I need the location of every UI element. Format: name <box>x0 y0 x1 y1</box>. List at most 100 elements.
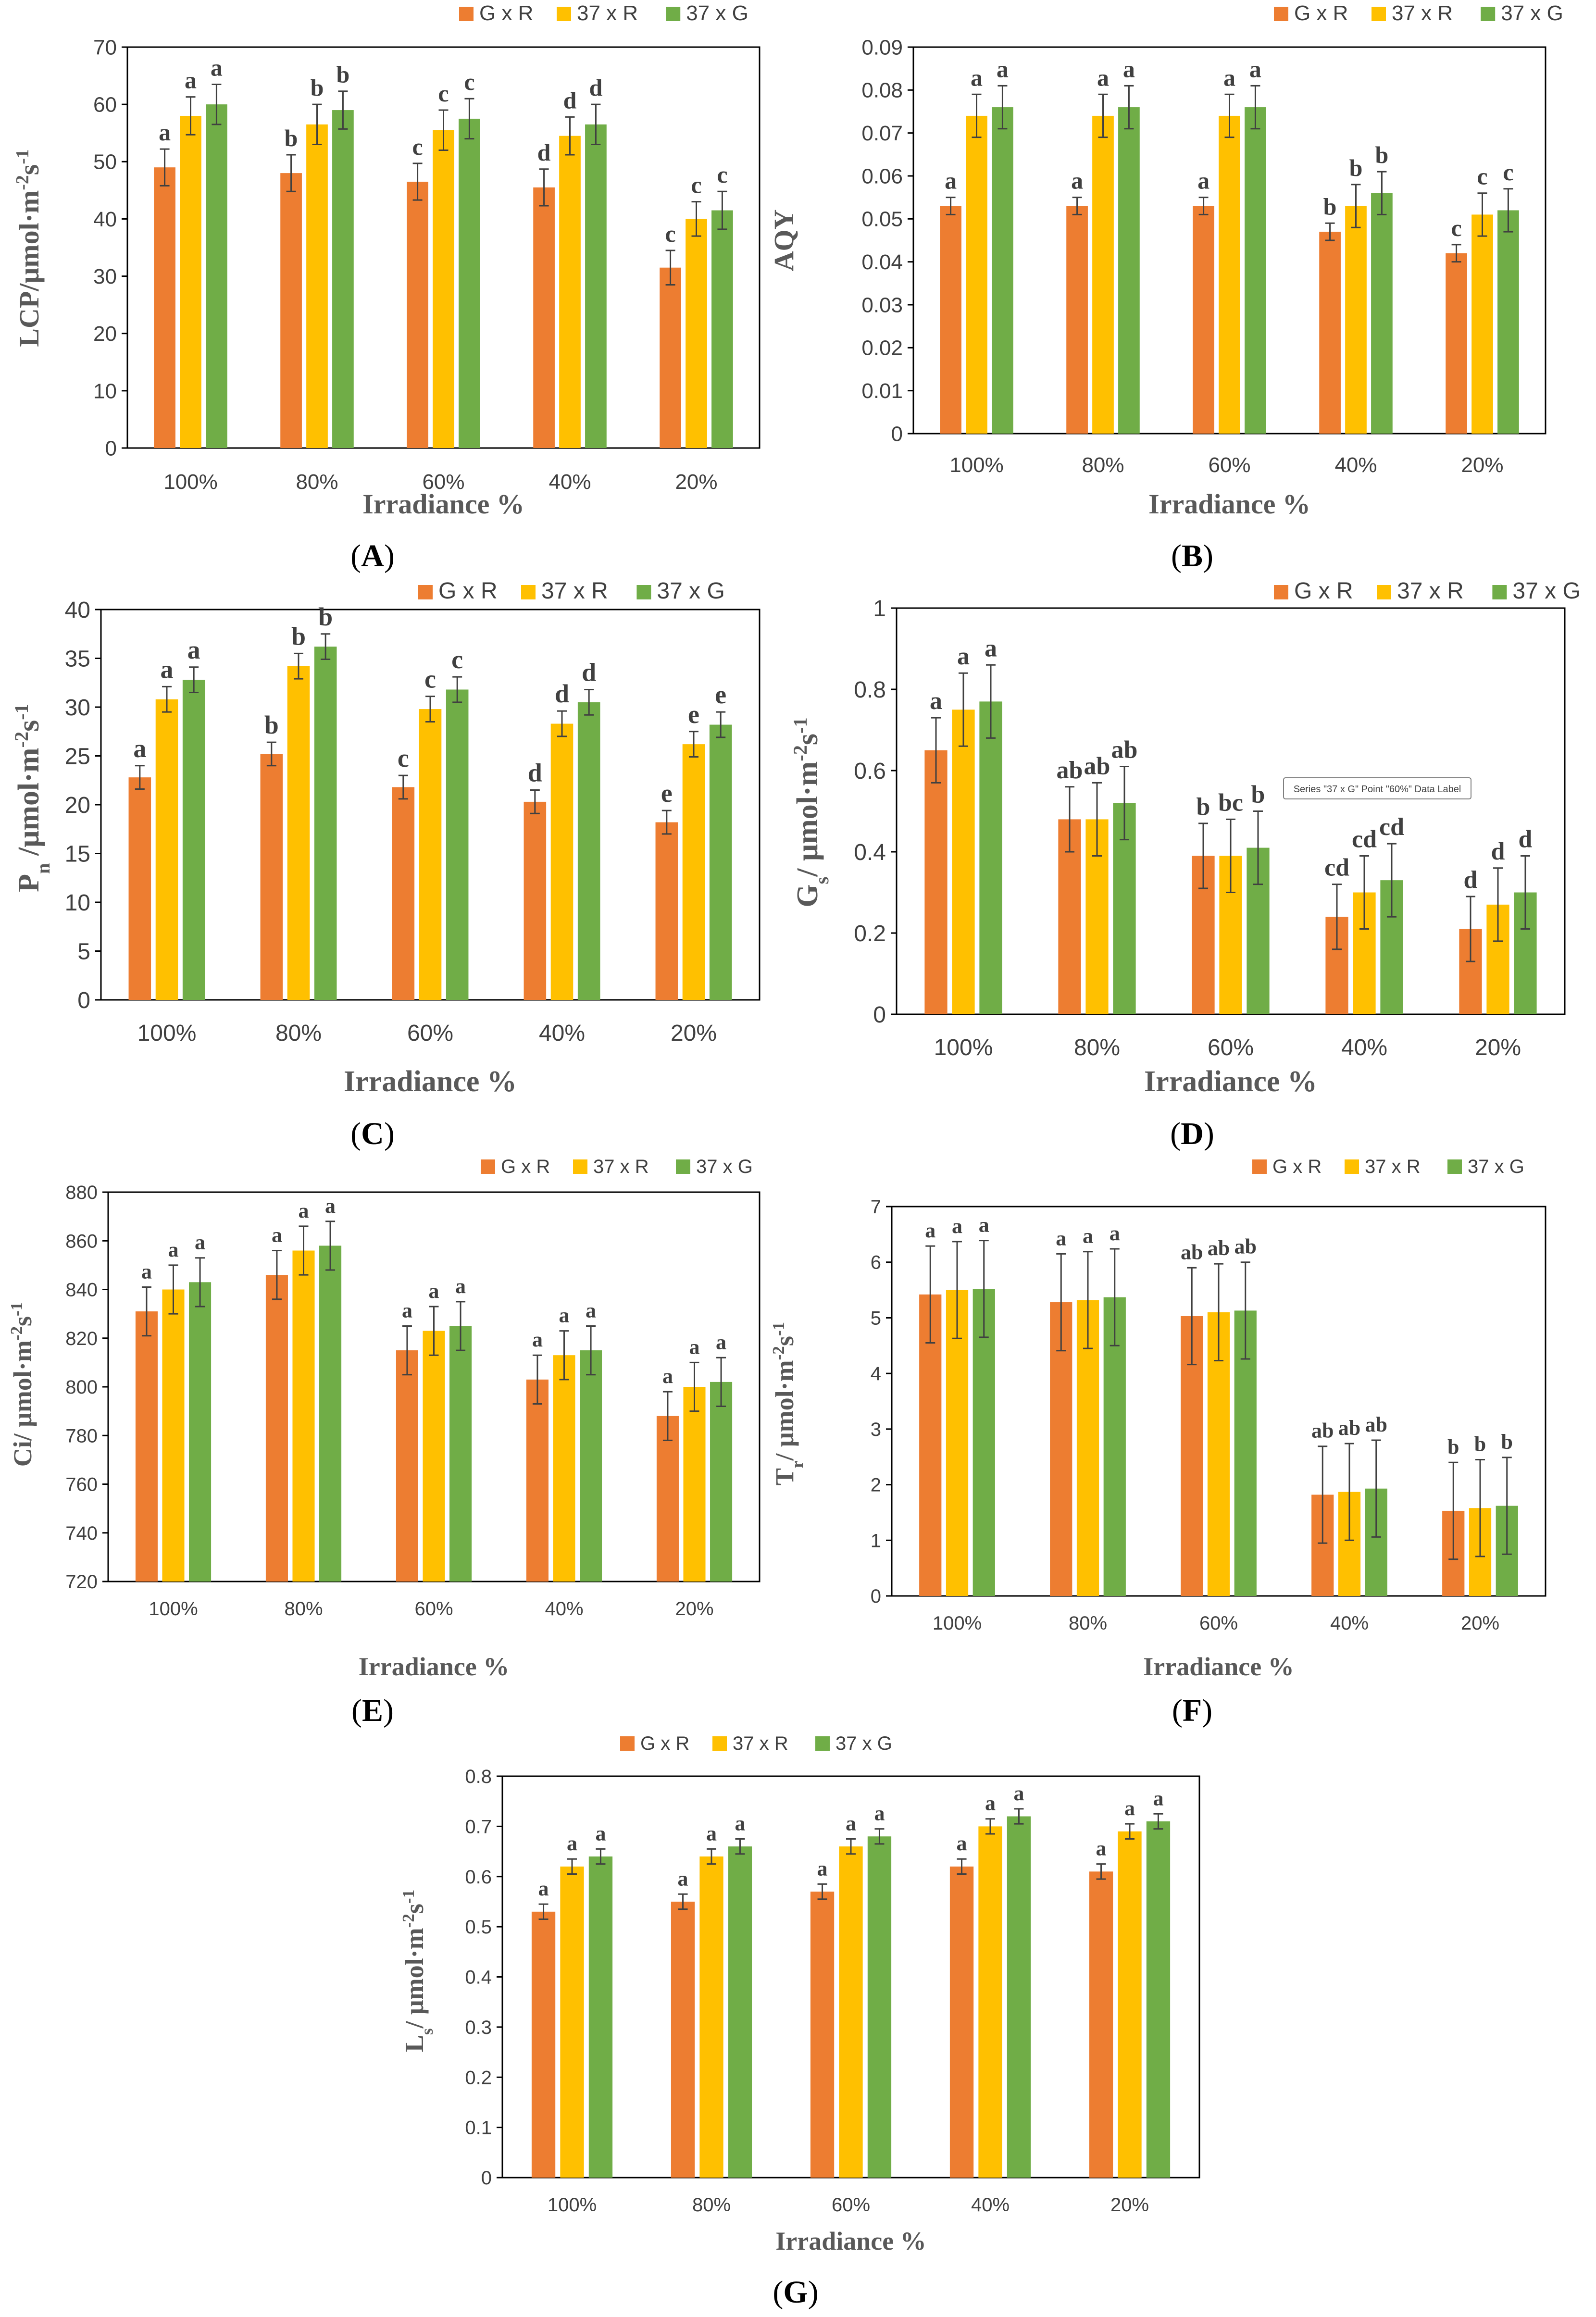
y-axis-title: Ls/ μmol·m-2s-1 <box>399 1890 436 2052</box>
y-axis-title-part: P <box>12 874 45 892</box>
y-tick-label: 720 <box>65 1571 98 1593</box>
significance-letter: a <box>1083 1224 1093 1248</box>
y-tick-label: 0.4 <box>854 840 886 865</box>
legend-label: 37 x R <box>593 1156 649 1177</box>
x-tick-label: 100% <box>933 1613 982 1634</box>
panel-paren: ) <box>1203 538 1213 573</box>
y-tick-label: 820 <box>65 1328 98 1349</box>
significance-letter: cd <box>1352 825 1377 853</box>
significance-letter: b <box>1447 1435 1459 1458</box>
x-tick-label: 20% <box>675 470 717 494</box>
significance-letter: a <box>161 655 174 684</box>
bar <box>407 181 428 448</box>
bar <box>162 1289 185 1582</box>
bar <box>533 187 555 448</box>
bar <box>182 680 205 1000</box>
x-tick-label: 80% <box>284 1598 323 1619</box>
significance-letter: a <box>979 1213 989 1237</box>
y-tick-label: 7 <box>871 1196 881 1218</box>
y-tick-label: 0.09 <box>861 36 903 59</box>
legend-label: 37 x G <box>835 1733 892 1754</box>
legend-label: 37 x G <box>696 1156 753 1177</box>
y-tick-label: 0.07 <box>861 122 903 145</box>
bar <box>577 702 600 1000</box>
significance-letter: c <box>691 172 701 199</box>
significance-letter: a <box>1123 55 1135 82</box>
significance-letter: a <box>586 1298 596 1322</box>
significance-letter: a <box>272 1223 282 1247</box>
bar <box>396 1350 418 1582</box>
x-tick-label: 20% <box>1461 453 1503 477</box>
y-tick-label: 35 <box>65 646 90 672</box>
legend-swatch <box>481 1159 495 1174</box>
legend-swatch <box>1481 7 1496 21</box>
bar <box>280 173 302 448</box>
significance-letter: a <box>559 1304 570 1327</box>
y-axis-title: Tr/ μmol·m-2s-1 <box>769 1322 807 1485</box>
bar <box>419 709 442 1000</box>
x-tick-label: 60% <box>407 1021 453 1046</box>
panel-caption: (A) <box>350 538 395 573</box>
x-tick-label: 100% <box>163 470 218 494</box>
y-axis-title-part: -1 <box>789 717 811 734</box>
significance-letter: c <box>1477 163 1487 190</box>
x-tick-label: 80% <box>1074 1035 1120 1060</box>
y-tick-label: 0.6 <box>854 759 886 784</box>
legend-swatch <box>521 585 536 599</box>
y-tick-label: 0.02 <box>861 336 903 360</box>
bar <box>966 115 987 434</box>
significance-letter: a <box>1071 167 1083 194</box>
bar <box>1446 253 1467 434</box>
y-tick-label: 5 <box>77 939 90 964</box>
significance-letter: c <box>1451 214 1461 241</box>
bar <box>839 1846 863 2178</box>
y-tick-label: 0.7 <box>465 1816 492 1837</box>
bar <box>423 1331 445 1582</box>
significance-letter: a <box>689 1335 700 1358</box>
legend-swatch <box>573 1159 587 1174</box>
panel-caption: (B) <box>1171 538 1213 573</box>
legend-label: 37 x G <box>1501 1 1563 25</box>
bar <box>671 1901 695 2178</box>
bar <box>531 1911 556 2178</box>
bar <box>287 666 310 1000</box>
legend-label: 37 x R <box>1392 1 1453 25</box>
significance-letter: c <box>424 665 436 694</box>
bar <box>919 1294 942 1596</box>
x-tick-label: 100% <box>548 2194 597 2216</box>
bar <box>449 1326 472 1582</box>
significance-letter: a <box>187 635 200 664</box>
bar <box>265 1275 288 1582</box>
x-axis-title: Irradiance % <box>362 488 524 520</box>
bar <box>306 124 328 448</box>
significance-letter: a <box>1153 1786 1163 1810</box>
legend-label: G x R <box>1294 578 1353 604</box>
significance-letter: d <box>528 759 542 787</box>
significance-letter: a <box>678 1867 688 1890</box>
significance-letter: a <box>141 1259 152 1283</box>
y-tick-label: 760 <box>65 1474 98 1495</box>
y-axis-title-part: s <box>400 1904 429 1914</box>
significance-letter: a <box>538 1877 549 1900</box>
y-axis-title-part: s <box>13 164 45 175</box>
significance-letter: a <box>402 1298 412 1322</box>
significance-letter: d <box>1464 866 1478 894</box>
bar <box>588 1856 613 2178</box>
y-axis-title-part: -2 <box>789 745 811 761</box>
y-tick-label: 860 <box>65 1231 98 1252</box>
y-tick-label: 0 <box>891 422 903 446</box>
bar <box>585 124 607 448</box>
bar <box>524 801 547 1000</box>
y-axis-title: Gs/ μmol·m-2s-1 <box>789 717 833 907</box>
y-axis-title-part: -2 <box>399 1914 418 1928</box>
bar <box>656 1416 679 1582</box>
legend-swatch <box>676 1159 690 1174</box>
bar <box>1219 115 1240 434</box>
significance-letter: a <box>1110 1221 1120 1245</box>
significance-letter: a <box>971 64 983 91</box>
significance-letter: a <box>735 1811 745 1835</box>
panel-paren: ( <box>773 2275 783 2310</box>
significance-letter: ab <box>1084 752 1110 780</box>
y-axis-title-part: /μmol·m <box>12 747 45 863</box>
